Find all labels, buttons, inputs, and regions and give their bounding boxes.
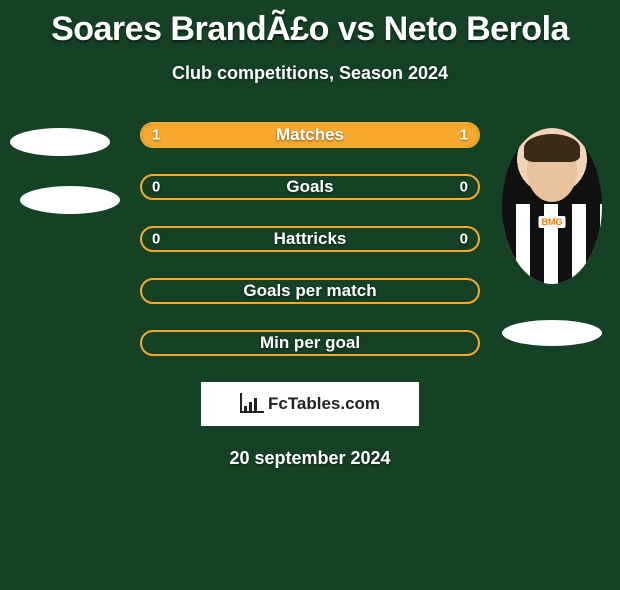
stat-row: 0 0 Goals xyxy=(10,174,610,200)
stat-row: 0 0 Hattricks xyxy=(10,226,610,252)
stat-bar: Min per goal xyxy=(140,330,480,356)
stat-bar: 0 0 Hattricks xyxy=(140,226,480,252)
stat-bar: 1 1 Matches xyxy=(140,122,480,148)
stat-row: Goals per match xyxy=(10,278,610,304)
stat-label: Goals xyxy=(286,177,333,197)
stat-value-right: 0 xyxy=(460,231,468,248)
stat-bar: 0 0 Goals xyxy=(140,174,480,200)
stat-label: Hattricks xyxy=(274,229,347,249)
stat-row: Min per goal xyxy=(10,330,610,356)
comparison-bars: 1 1 Matches 0 0 Goals 0 0 Hattricks Goals per mat… xyxy=(0,122,620,356)
stat-label: Goals per match xyxy=(243,281,376,301)
chart-icon xyxy=(240,395,262,413)
stat-label: Matches xyxy=(276,125,344,145)
stat-label: Min per goal xyxy=(260,333,360,353)
stat-value-left: 1 xyxy=(152,127,160,144)
stat-value-left: 0 xyxy=(152,179,160,196)
stat-bar: Goals per match xyxy=(140,278,480,304)
stat-value-right: 1 xyxy=(460,127,468,144)
page-title: Soares BrandÃ£o vs Neto Berola xyxy=(0,10,620,49)
subtitle: Club competitions, Season 2024 xyxy=(0,63,620,84)
footer-date: 20 september 2024 xyxy=(0,448,620,469)
stat-value-left: 0 xyxy=(152,231,160,248)
stat-value-right: 0 xyxy=(460,179,468,196)
brand-logo[interactable]: FcTables.com xyxy=(201,382,419,426)
brand-text: FcTables.com xyxy=(268,394,380,414)
stat-row: 1 1 Matches xyxy=(10,122,610,148)
